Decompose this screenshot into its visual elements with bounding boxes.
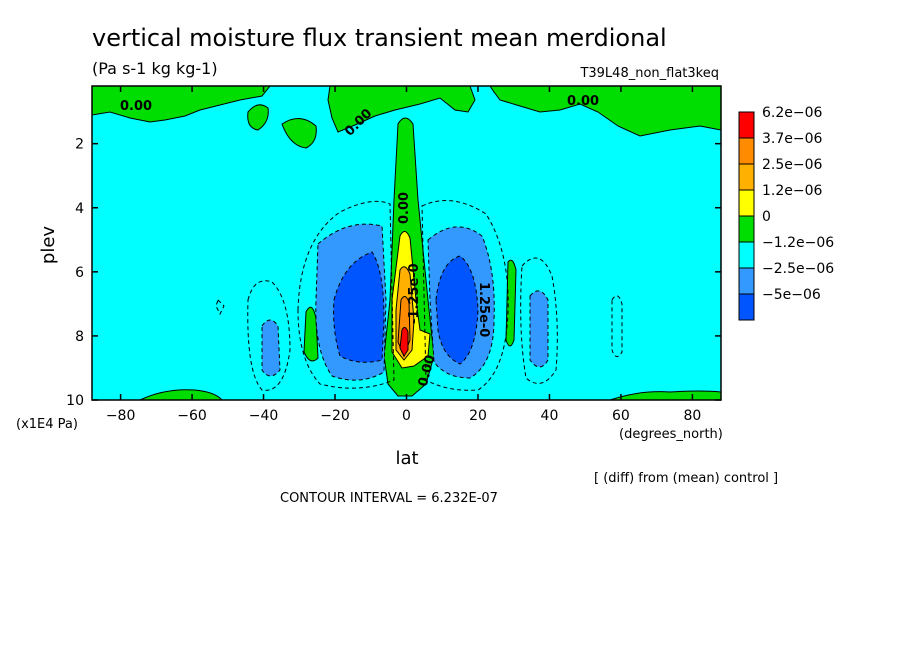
contour-label-5: -1.25e-0 xyxy=(407,263,422,324)
green-sliver-left xyxy=(303,306,319,362)
dashed-contour-south xyxy=(297,200,395,389)
colorbar-label-2: 2.5e−06 xyxy=(762,157,823,173)
green-blob-1 xyxy=(247,104,269,131)
green-region-top-left xyxy=(92,86,271,123)
x-tick-label-7: 60 xyxy=(612,408,630,424)
colorbar-label-7: −5e−06 xyxy=(762,287,821,303)
colorbar-label-1: 3.7e−06 xyxy=(762,131,823,147)
x-tick-label-0: −80 xyxy=(106,408,136,424)
green-region-top-mid xyxy=(327,86,476,133)
x-tick-label-5: 20 xyxy=(469,408,487,424)
x-unit: (degrees_north) xyxy=(619,427,723,442)
dashed-contour-far-south xyxy=(247,280,291,391)
contour-label-2: 0.00 xyxy=(567,94,599,109)
y-axis-label: plev xyxy=(38,226,59,265)
colorbar-swatch-4 xyxy=(738,215,755,243)
green-region-bottom-right xyxy=(609,390,721,400)
diff-note: [ (diff) from (mean) control ] xyxy=(594,471,778,486)
x-tick-label-6: 40 xyxy=(541,408,559,424)
dashed-contour-north xyxy=(421,200,509,391)
contour-label-4: 0.00 xyxy=(397,192,412,224)
x-tick-label-2: −40 xyxy=(249,408,279,424)
green-region-top-right xyxy=(489,86,721,137)
blue-region-north-inner xyxy=(435,255,479,365)
chart-title: vertical moisture flux transient mean me… xyxy=(92,24,667,52)
y-tick-label-3: 8 xyxy=(75,329,84,345)
contour-label-6: 1.25e-0 xyxy=(476,282,491,337)
colorbar-swatch-0 xyxy=(738,111,755,139)
x-axis-label: lat xyxy=(395,448,418,469)
colorbar-label-0: 6.2e−06 xyxy=(762,105,823,121)
chart-units: (Pa s-1 kg kg-1) xyxy=(92,59,218,78)
green-sliver-right xyxy=(505,259,517,347)
y-tick-label-2: 6 xyxy=(75,265,84,281)
colorbar-swatch-7 xyxy=(738,293,755,321)
y-axis: 2 4 6 8 10 xyxy=(66,137,721,409)
dashed-contour-sliver-50s xyxy=(215,299,225,316)
colorbar-swatch-3 xyxy=(738,189,755,217)
y-unit: (x1E4 Pa) xyxy=(16,417,78,432)
colorbar-swatch-2 xyxy=(738,163,755,191)
colorbar-swatch-5 xyxy=(738,241,755,269)
run-label: T39L48_non_flat3keq xyxy=(579,66,719,81)
red-region-core xyxy=(399,326,409,357)
colorbar-swatch-6 xyxy=(738,267,755,295)
contour-interval: CONTOUR INTERVAL = 6.232E-07 xyxy=(280,491,498,506)
blue-region-south-inner xyxy=(333,251,385,363)
colorbar-label-6: −2.5e−06 xyxy=(762,261,834,277)
colorbar-label-4: 0 xyxy=(762,209,771,225)
y-tick-label-0: 2 xyxy=(75,137,84,153)
dashed-contour-sliver-60n xyxy=(611,295,623,357)
green-blob-2 xyxy=(281,118,317,149)
x-tick-label-4: 0 xyxy=(402,408,411,424)
colorbar-label-5: −1.2e−06 xyxy=(762,235,834,251)
y-tick-label-4: 10 xyxy=(66,393,84,409)
plot-area xyxy=(92,86,721,400)
colorbar: 6.2e−06 3.7e−06 2.5e−06 1.2e−06 0 −1.2e−06 −2.… xyxy=(738,105,834,321)
x-tick-label-3: −20 xyxy=(320,408,350,424)
green-region-bottom-left xyxy=(139,389,223,400)
blue-spot-far-north xyxy=(529,290,549,368)
colorbar-swatch-1 xyxy=(738,137,755,165)
x-axis: −80 −60 −40 −20 0 20 40 60 80 xyxy=(106,86,701,424)
colorbar-label-3: 1.2e−06 xyxy=(762,183,823,199)
dashed-contour-far-north xyxy=(520,257,558,384)
x-tick-label-1: −60 xyxy=(177,408,207,424)
blue-spot-far-south xyxy=(261,319,281,377)
x-tick-label-8: 80 xyxy=(683,408,701,424)
contour-label-1: 0.00 xyxy=(120,99,152,114)
y-tick-label-1: 4 xyxy=(75,201,84,217)
